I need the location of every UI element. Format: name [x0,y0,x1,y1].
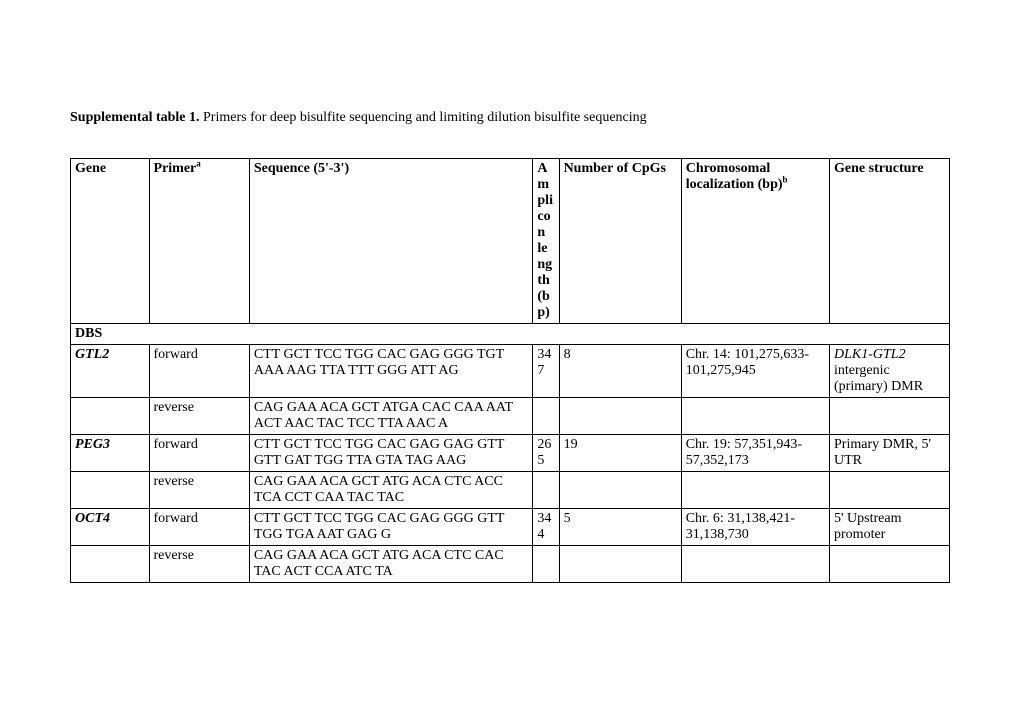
cpgs-cell: 8 [559,345,681,398]
amplicon-cell [533,398,559,435]
col-amplicon: Amplicon length (bp) [533,159,559,324]
cpgs-cell: 19 [559,435,681,472]
chrom-cell: Chr. 6: 31,138,421-31,138,730 [681,509,829,546]
col-sequence: Sequence (5'-3') [249,159,533,324]
structure-cell [830,472,950,509]
table-row: GTL2 forward CTT GCT TCC TGG CAC GAG GGG… [71,345,950,398]
amplicon-cell: 265 [533,435,559,472]
gene-cell [71,398,150,435]
sequence-cell: CAG GAA ACA GCT ATG ACA CTC ACC TCA CCT … [249,472,533,509]
caption-text: Primers for deep bisulfite sequencing an… [200,110,647,125]
sequence-cell: CTT GCT TCC TGG CAC GAG GGG GTT TGG TGA … [249,509,533,546]
amplicon-cell [533,546,559,583]
table-row: PEG3 forward CTT GCT TCC TGG CAC GAG GAG… [71,435,950,472]
primer-cell: forward [149,509,249,546]
cpgs-cell [559,546,681,583]
chrom-cell: Chr. 19: 57,351,943-57,352,173 [681,435,829,472]
primer-cell: forward [149,435,249,472]
primer-cell: reverse [149,546,249,583]
gene-cell: OCT4 [71,509,150,546]
sequence-cell: CTT GCT TCC TGG CAC GAG GAG GTT GTT GAT … [249,435,533,472]
table-row: reverse CAG GAA ACA GCT ATGA CAC CAA AAT… [71,398,950,435]
gene-cell [71,472,150,509]
section-label: DBS [71,324,950,345]
gene-cell: GTL2 [71,345,150,398]
col-gene: Gene [71,159,150,324]
sequence-cell: CTT GCT TCC TGG CAC GAG GGG TGT AAA AAG … [249,345,533,398]
table-row: reverse CAG GAA ACA GCT ATG ACA CTC ACC … [71,472,950,509]
chrom-cell [681,398,829,435]
cpgs-cell [559,472,681,509]
table-caption: Supplemental table 1. Primers for deep b… [70,110,950,126]
section-row: DBS [71,324,950,345]
sequence-cell: CAG GAA ACA GCT ATG ACA CTC CAC TAC ACT … [249,546,533,583]
structure-cell: Primary DMR, 5' UTR [830,435,950,472]
table-row: reverse CAG GAA ACA GCT ATG ACA CTC CAC … [71,546,950,583]
gene-cell: PEG3 [71,435,150,472]
primer-cell: reverse [149,398,249,435]
structure-cell: DLK1-GTL2 intergenic (primary) DMR [830,345,950,398]
header-row: Gene Primera Sequence (5'-3') Amplicon l… [71,159,950,324]
primers-table: Gene Primera Sequence (5'-3') Amplicon l… [70,158,950,583]
gene-cell [71,546,150,583]
table-row: OCT4 forward CTT GCT TCC TGG CAC GAG GGG… [71,509,950,546]
col-primer: Primera [149,159,249,324]
col-structure: Gene structure [830,159,950,324]
primer-cell: forward [149,345,249,398]
primer-cell: reverse [149,472,249,509]
amplicon-cell: 347 [533,345,559,398]
structure-cell [830,398,950,435]
cpgs-cell [559,398,681,435]
sequence-cell: CAG GAA ACA GCT ATGA CAC CAA AAT ACT AAC… [249,398,533,435]
chrom-cell [681,546,829,583]
amplicon-cell [533,472,559,509]
caption-label: Supplemental table 1. [70,110,200,125]
col-chrom: Chromosomal localization (bp)b [681,159,829,324]
cpgs-cell: 5 [559,509,681,546]
structure-cell: 5' Upstream promoter [830,509,950,546]
amplicon-cell: 344 [533,509,559,546]
structure-cell [830,546,950,583]
chrom-cell [681,472,829,509]
chrom-cell: Chr. 14: 101,275,633-101,275,945 [681,345,829,398]
col-cpgs: Number of CpGs [559,159,681,324]
